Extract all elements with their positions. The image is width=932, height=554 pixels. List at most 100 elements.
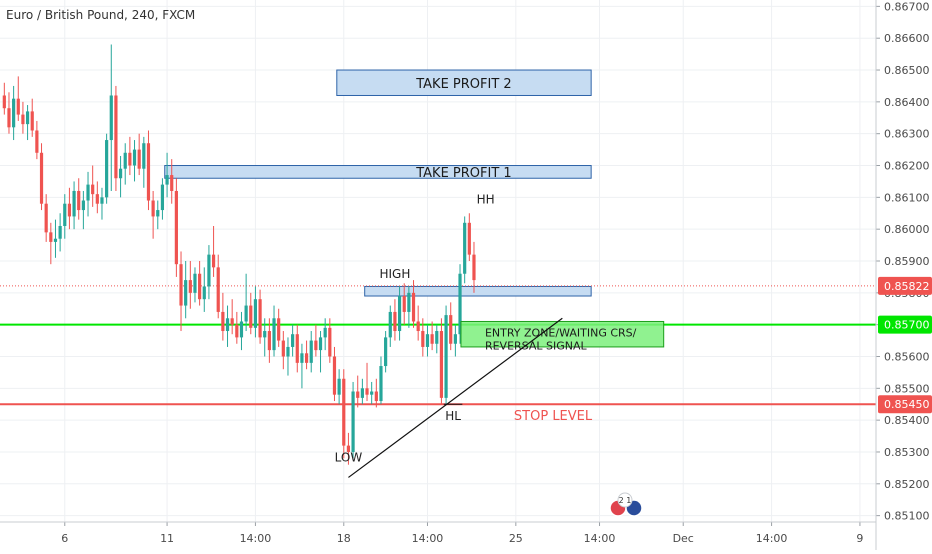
- candle-body: [263, 331, 267, 338]
- candle-body: [91, 184, 95, 195]
- x-tick-label: 25: [509, 532, 523, 545]
- entry-zone: [460, 320, 665, 348]
- candle-body: [267, 331, 271, 351]
- candle-body: [430, 334, 434, 344]
- y-tick-label: 0.86000: [884, 223, 930, 236]
- candle-body: [100, 197, 104, 204]
- candle-body: [235, 324, 239, 338]
- x-tick-label: 9: [856, 532, 863, 545]
- candle-body: [193, 273, 197, 293]
- x-tick-label: 18: [337, 532, 351, 545]
- x-tick-label: 6: [61, 532, 68, 545]
- events-widget: 2 1: [609, 492, 643, 517]
- candle-body: [402, 296, 406, 312]
- candle-body: [421, 331, 425, 347]
- candle-body: [7, 108, 11, 128]
- candle-body: [151, 200, 155, 217]
- candles: [2, 44, 476, 465]
- candle-body: [388, 311, 392, 338]
- x-tick-label: 11: [160, 532, 174, 545]
- candle-body: [25, 111, 30, 125]
- y-tick-label: 0.86700: [884, 0, 930, 13]
- candle-body: [35, 130, 39, 153]
- candle-body: [314, 340, 318, 351]
- candle-body: [356, 391, 360, 398]
- candle-body: [467, 222, 471, 255]
- price-tag: [878, 395, 932, 414]
- candle-body: [332, 356, 337, 395]
- candle-body: [239, 321, 244, 338]
- take-profit-2-label: TAKE PROFIT 2: [415, 77, 511, 92]
- candle-body: [463, 222, 467, 274]
- price-tag: [878, 276, 932, 295]
- y-tick-label: 0.86500: [884, 64, 930, 77]
- candle-body: [411, 292, 416, 322]
- candle-body: [253, 299, 258, 328]
- candle-body: [30, 111, 34, 131]
- candle-body: [207, 254, 211, 287]
- candle-body: [184, 280, 188, 306]
- candle-body: [21, 114, 25, 125]
- y-tick-label: 0.85200: [884, 478, 930, 491]
- candle-body: [291, 334, 295, 347]
- y-tick-label: 0.85600: [884, 350, 930, 363]
- hl-label: HL: [445, 409, 461, 423]
- candle-body: [188, 280, 192, 293]
- candle-body: [216, 267, 220, 312]
- x-tick-label: 14:00: [412, 532, 444, 545]
- candle-body: [170, 175, 174, 191]
- y-tick-label: 0.85300: [884, 446, 930, 459]
- candle-body: [328, 327, 332, 357]
- candle-body: [286, 346, 290, 357]
- y-tick-label: 0.86200: [884, 160, 930, 173]
- candle-body: [435, 331, 439, 344]
- candle-body: [342, 378, 346, 446]
- price-tag-label: 0.85822: [884, 280, 930, 293]
- candle-body: [449, 315, 453, 344]
- candle-body: [81, 200, 85, 211]
- candle-body: [453, 334, 457, 344]
- candle-body: [165, 175, 169, 185]
- price-tag-label: 0.85450: [884, 398, 930, 411]
- candle-body: [277, 318, 281, 341]
- candle-body: [295, 334, 299, 363]
- candle-body: [323, 327, 327, 338]
- candle-body: [72, 190, 76, 217]
- candle-body: [128, 152, 132, 166]
- y-tick-label: 0.85400: [884, 414, 930, 427]
- candle-body: [458, 273, 462, 335]
- x-tick-label: Dec: [673, 532, 694, 545]
- candle-body: [12, 98, 16, 128]
- candle-body: [86, 184, 90, 201]
- candle-body: [407, 292, 411, 312]
- candle-body: [360, 388, 364, 398]
- candle-body: [58, 225, 62, 239]
- widget-count: 2 1: [619, 496, 632, 505]
- candle-body: [221, 311, 225, 332]
- candle-body: [16, 98, 20, 115]
- candle-body: [132, 149, 137, 166]
- candle-body: [146, 143, 151, 201]
- candle-body: [258, 299, 262, 338]
- take-profit-2-zone: [336, 69, 592, 96]
- candle-body: [393, 311, 397, 332]
- candle-body: [198, 273, 202, 300]
- candle-body: [300, 353, 304, 363]
- candle-body: [304, 353, 309, 363]
- y-tick-label: 0.86400: [884, 96, 930, 109]
- candle-body: [370, 391, 374, 395]
- y-tick-label: 0.85500: [884, 382, 930, 395]
- candle-body: [77, 190, 81, 211]
- candle-body: [105, 140, 109, 198]
- candle-body: [379, 366, 383, 402]
- candle-body: [63, 203, 67, 226]
- candle-body: [211, 254, 216, 268]
- chart-title: Euro / British Pound, 240, FXCM: [6, 8, 195, 22]
- candle-body: [374, 391, 378, 402]
- y-tick-label: 0.85900: [884, 255, 930, 268]
- x-tick-label: 14:00: [240, 532, 272, 545]
- candle-body: [346, 445, 351, 452]
